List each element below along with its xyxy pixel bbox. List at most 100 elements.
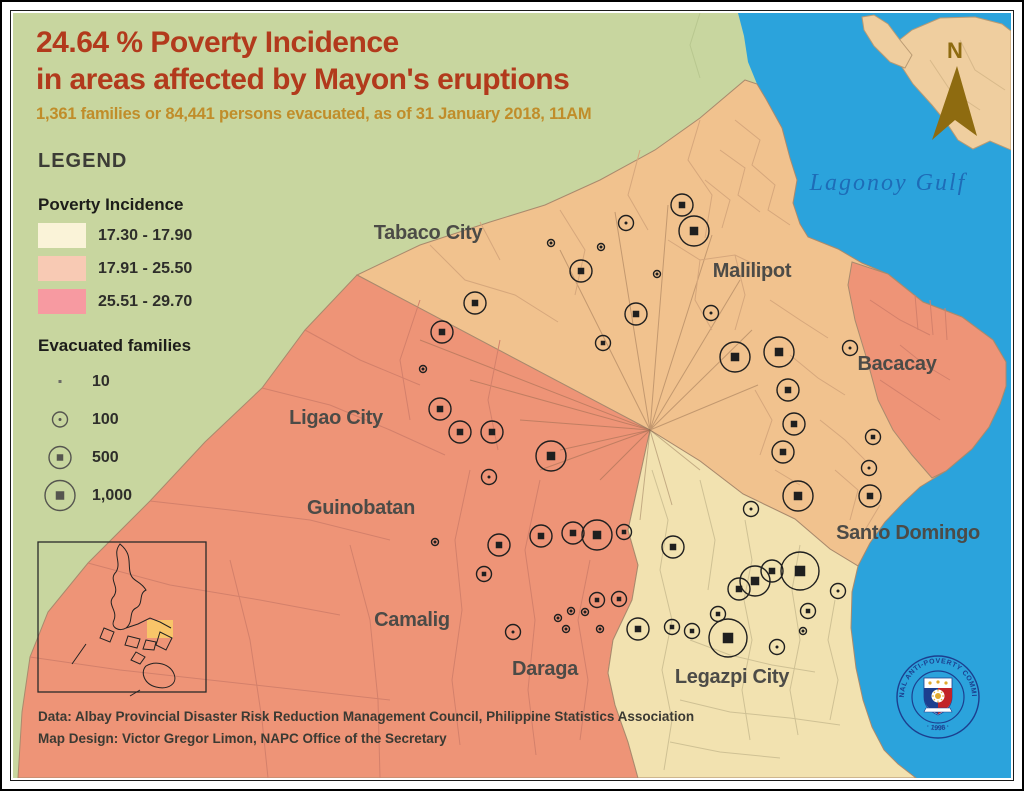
city-labels-layer: Tabaco City Malilipot Bacacay Ligao City Gui… xyxy=(289,222,980,688)
legend-poverty-title: Poverty Incidence xyxy=(38,195,184,214)
title-line-2: in areas affected by Mayon's eruptions xyxy=(36,63,570,96)
evacuation-symbol xyxy=(596,242,606,252)
evacuation-symbol xyxy=(588,591,606,609)
compass: N xyxy=(932,38,977,140)
evacuation-symbol xyxy=(776,378,800,402)
parcel-lines-salmon xyxy=(29,294,951,778)
evacuation-symbol xyxy=(864,428,882,446)
evacuation-symbol xyxy=(678,215,710,247)
evacuation-symbol xyxy=(670,193,694,217)
inner-frame xyxy=(10,10,1014,781)
evacuation-symbol xyxy=(561,624,571,634)
legend-poverty-row: 17.91 - 25.50 xyxy=(38,256,268,281)
evacuation-symbol xyxy=(463,291,487,315)
evacuation-symbol xyxy=(580,607,590,617)
evacuation-symbol xyxy=(561,521,585,545)
sea-label-lagonoy-gulf: Lagonoy Gulf xyxy=(809,170,968,196)
city-label: Legazpi City xyxy=(675,666,790,688)
evacuation-symbol xyxy=(448,420,472,444)
credits: Data: Albay Provincial Disaster Risk Red… xyxy=(38,706,698,750)
legend-family-row: 1,000 xyxy=(38,478,268,513)
seal-inner-ring xyxy=(911,670,965,724)
city-label: Bacacay xyxy=(857,353,937,375)
legend-size-label: 500 xyxy=(92,448,119,466)
seal-outer-ring xyxy=(896,655,980,739)
parcel-lines-green xyxy=(689,13,701,79)
evacuation-symbol xyxy=(535,440,567,472)
region-salmon-bacacay xyxy=(847,261,1007,479)
evacuation-symbol xyxy=(48,445,72,470)
legend-family-row: 500 xyxy=(38,440,268,475)
evacuation-symbol xyxy=(553,613,563,623)
evacuation-symbol xyxy=(739,565,771,597)
evacuation-symbol xyxy=(581,519,613,551)
legend-color-swatch xyxy=(38,256,86,281)
credit-map-design: Map Design: Victor Gregor Limon, NAPC Of… xyxy=(38,731,447,746)
evacuation-symbol xyxy=(430,537,440,547)
city-label: Ligao City xyxy=(289,407,384,429)
radial-boundaries-mayon xyxy=(419,204,759,521)
legend-size-symbol-icon xyxy=(44,479,76,512)
inset-philippines-outline xyxy=(71,543,176,697)
legend-size-label: 100 xyxy=(92,410,119,428)
seal-shield-icon xyxy=(923,677,953,716)
evacuation-symbol xyxy=(663,618,681,636)
compass-n-label: N xyxy=(947,38,963,63)
legend-size-symbol-icon xyxy=(48,445,72,470)
evacuation-symbol xyxy=(841,339,859,357)
legend: LEGEND Poverty Incidence 17.30 - 17.90 17… xyxy=(38,150,268,516)
compass-north-arrow-icon xyxy=(932,66,977,140)
evacuation-symbol xyxy=(860,459,878,477)
evacuation-symbol xyxy=(798,626,808,636)
evacuation-symbol xyxy=(487,533,511,557)
legend-range-label: 25.51 - 29.70 xyxy=(98,292,193,310)
legend-range-label: 17.91 - 25.50 xyxy=(98,259,193,277)
region-cream-legazpi xyxy=(607,429,917,778)
evacuation-symbol xyxy=(719,341,751,373)
evacuation-symbol xyxy=(652,269,662,279)
evacuation-symbol xyxy=(475,565,493,583)
evacuation-symbol xyxy=(858,484,882,508)
evacuation-symbol xyxy=(782,412,806,436)
evacuation-symbol xyxy=(829,582,847,600)
legend-color-swatch xyxy=(38,289,86,314)
evacuation-symbol xyxy=(615,523,633,541)
region-peninsula-finger xyxy=(861,14,913,69)
legend-poverty-row: 25.51 - 29.70 xyxy=(38,289,268,314)
sea-lagonoy-albay-gulf xyxy=(738,13,1011,778)
parcel-lines-orange xyxy=(429,119,881,531)
evacuation-symbol xyxy=(782,480,814,512)
evacuation-symbol xyxy=(566,606,576,616)
city-label: Guinobatan xyxy=(307,497,415,519)
legend-heading: LEGEND xyxy=(38,150,128,172)
evacuation-symbol xyxy=(760,559,784,583)
legend-color-swatch xyxy=(38,223,86,248)
legend-poverty-row: 17.30 - 17.90 xyxy=(38,223,268,248)
inset-border xyxy=(37,541,207,693)
legend-families-title: Evacuated families xyxy=(38,336,192,355)
city-label: Santo Domingo xyxy=(836,522,980,544)
legend-size-label: 10 xyxy=(92,372,110,390)
evacuation-symbol xyxy=(626,617,650,641)
evacuation-symbol xyxy=(428,397,452,421)
evacuation-symbol xyxy=(529,524,553,548)
legend-family-row: 10 xyxy=(38,364,268,399)
subtitle: 1,361 families or 84,441 persons evacuat… xyxy=(36,105,592,123)
evacuation-symbol xyxy=(480,420,504,444)
evacuation-symbol xyxy=(768,638,786,656)
evacuation-symbol xyxy=(742,500,760,518)
evacuation-symbol xyxy=(594,334,612,352)
evacuation-symbol xyxy=(569,259,593,283)
evacuation-symbol xyxy=(430,320,454,344)
legend-range-label: 17.30 - 17.90 xyxy=(98,226,193,244)
evacuation-symbol xyxy=(780,551,820,591)
evacuation-symbol xyxy=(799,602,817,620)
evacuation-symbol xyxy=(504,623,522,641)
city-label: Malilipot xyxy=(713,260,792,282)
evacuation-symbol xyxy=(763,336,795,368)
evacuation-symbol xyxy=(702,304,720,322)
evacuation-symbol xyxy=(51,411,69,428)
